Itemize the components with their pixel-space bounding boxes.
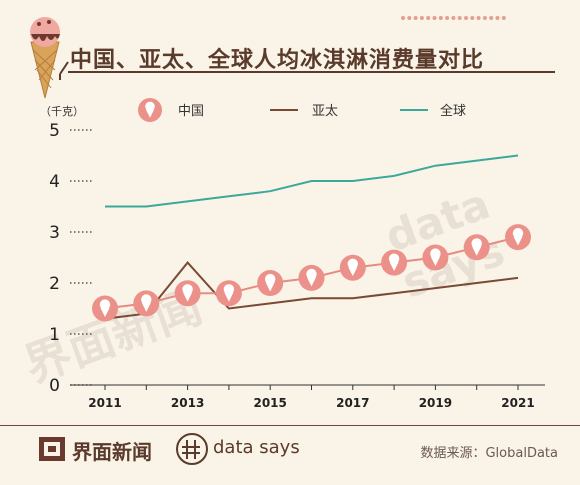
china-point-marker [422,244,449,271]
chart-title: 中国、亚太、全球人均冰淇淋消费量对比 [70,48,485,73]
china-point-marker [463,234,490,261]
marker-scoop [141,294,152,305]
marker-scoop [512,228,524,239]
footer-divider [0,425,580,426]
decorative-dot [438,16,443,20]
y-tick-label: 2 [49,274,60,294]
decorative-dot [476,16,481,20]
brand-jiemian: 界面新闻 [72,440,152,464]
data-says-logo-icon [176,433,208,465]
marker-scoop [99,299,111,310]
decorative-dot [451,16,456,20]
jiemian-logo-icon [39,437,65,461]
china-point-marker [174,280,201,307]
marker-scoop [471,238,482,249]
decorative-dot [432,16,437,20]
x-tick-label: 2019 [419,396,452,410]
decorative-dot [495,16,500,20]
marker-cone [100,307,110,317]
y-tick-label: 5 [49,121,60,141]
legend-marker-china [138,98,162,122]
x-tick-label: 2011 [88,396,121,410]
marker-scoop [388,253,400,264]
x-tick-label: 2017 [336,396,369,410]
china-point-marker [257,270,284,296]
marker-scoop [182,284,193,295]
marker-cone [145,109,155,118]
china-point-marker [92,295,118,322]
marker-cone [265,282,275,292]
series-line-1 [104,261,519,320]
marker-cone [183,292,193,302]
decorative-dots [401,16,506,20]
legend-label-china: 中国 [178,104,204,119]
decorative-dot [407,16,412,20]
series-line-2 [105,154,519,208]
marker-scoop [306,268,317,280]
y-tick-label: 3 [49,223,60,243]
marker-cone [224,292,234,302]
marker-cone [348,267,358,277]
y-tick-label: 4 [49,172,60,192]
china-point-marker [505,224,531,251]
decorative-dot [464,16,468,20]
marker-cone [141,302,151,312]
china-point-marker [381,249,408,276]
legend-label-global: 全球 [440,103,466,119]
marker-cone [306,277,317,287]
china-point-marker [215,280,242,307]
marker-cone [513,236,523,246]
x-tick-label: 2015 [253,396,286,410]
legend-label-apac: 亚太 [312,104,338,119]
ice-cream-cone-logo [30,17,60,99]
decorative-dot [419,16,424,20]
x-tick-label: 2021 [501,396,534,410]
china-point-marker [339,254,366,281]
decorative-dot [426,16,431,20]
decorative-dot [445,16,450,20]
marker-scoop [347,258,358,269]
data-source: 数据来源：GlobalData [420,446,558,461]
y-tick-label: 0 [49,376,60,396]
x-tick-label: 2013 [171,396,204,410]
china-point-marker [298,264,325,291]
marker-scoop [430,248,441,259]
y-tick-label: 1 [49,325,60,345]
marker-scoop [223,284,235,295]
marker-cone [430,256,440,266]
y-axis-label: （千克） [40,105,84,118]
marker-cone [472,246,482,256]
decorative-dot [401,16,405,20]
decorative-dot [457,16,462,20]
china-point-marker [133,290,160,317]
decorative-dot [489,16,494,20]
marker-scoop [145,101,155,112]
title-underline [59,61,555,80]
marker-scoop [265,273,276,285]
marker-cone [389,261,399,272]
decorative-dot [413,16,418,20]
decorative-dot [482,16,487,20]
brand-data-says: data says [213,437,300,458]
decorative-dot [470,16,475,20]
decorative-dot [501,16,506,20]
